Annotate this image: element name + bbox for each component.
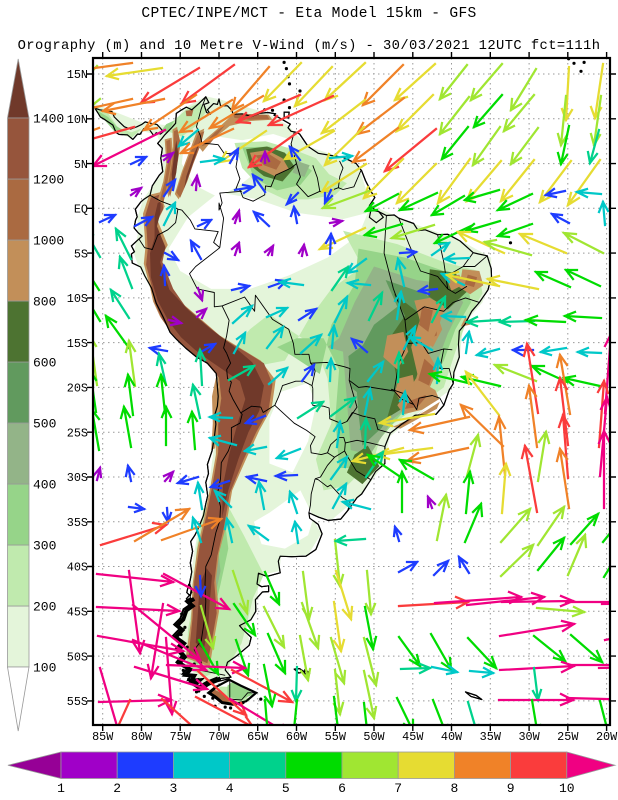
svg-text:3: 3 (169, 781, 177, 796)
svg-text:80W: 80W (131, 730, 153, 744)
svg-text:600: 600 (33, 356, 56, 371)
svg-text:800: 800 (33, 295, 56, 310)
svg-text:1: 1 (57, 781, 65, 796)
svg-text:200: 200 (33, 600, 56, 615)
svg-text:35S: 35S (67, 516, 88, 530)
svg-text:1400: 1400 (33, 112, 64, 127)
svg-text:5S: 5S (74, 247, 88, 261)
svg-text:10S: 10S (67, 292, 88, 306)
svg-text:15N: 15N (67, 68, 88, 82)
svg-text:45W: 45W (402, 730, 424, 744)
svg-text:300: 300 (33, 539, 56, 554)
svg-text:400: 400 (33, 478, 56, 493)
svg-text:25W: 25W (557, 730, 579, 744)
svg-text:5: 5 (282, 781, 290, 796)
svg-text:45S: 45S (67, 606, 88, 620)
svg-text:55S: 55S (67, 695, 88, 709)
svg-text:25S: 25S (67, 426, 88, 440)
svg-text:60W: 60W (286, 730, 308, 744)
svg-text:9: 9 (507, 781, 515, 796)
svg-text:CPTEC/INPE/MCT - Eta Model 15: CPTEC/INPE/MCT - Eta Model 15km - GFS (141, 6, 476, 22)
svg-text:70W: 70W (208, 730, 230, 744)
svg-text:100: 100 (33, 661, 56, 676)
svg-text:75W: 75W (170, 730, 192, 744)
svg-text:55W: 55W (325, 730, 347, 744)
svg-text:2: 2 (113, 781, 121, 796)
svg-text:1200: 1200 (33, 173, 64, 188)
svg-text:10N: 10N (67, 113, 88, 127)
svg-text:EQ: EQ (74, 203, 88, 217)
svg-text:35W: 35W (480, 730, 502, 744)
svg-text:40W: 40W (441, 730, 463, 744)
svg-text:50W: 50W (363, 730, 385, 744)
svg-text:20W: 20W (596, 730, 618, 744)
svg-text:1000: 1000 (33, 234, 64, 249)
svg-text:4: 4 (226, 781, 234, 796)
svg-text:Orography (m) and 10 Metre V-W: Orography (m) and 10 Metre V-Wind (m/s) … (18, 38, 601, 54)
svg-text:7: 7 (394, 781, 402, 796)
svg-text:10: 10 (559, 781, 575, 796)
svg-text:15S: 15S (67, 337, 88, 351)
svg-text:500: 500 (33, 417, 56, 432)
svg-text:65W: 65W (247, 730, 269, 744)
svg-text:50S: 50S (67, 650, 88, 664)
svg-text:8: 8 (450, 781, 458, 796)
svg-text:6: 6 (338, 781, 346, 796)
svg-text:20S: 20S (67, 382, 88, 396)
svg-text:30S: 30S (67, 471, 88, 485)
svg-text:5N: 5N (74, 158, 88, 172)
svg-text:85W: 85W (92, 730, 114, 744)
svg-text:40S: 40S (67, 561, 88, 575)
svg-text:30W: 30W (518, 730, 540, 744)
